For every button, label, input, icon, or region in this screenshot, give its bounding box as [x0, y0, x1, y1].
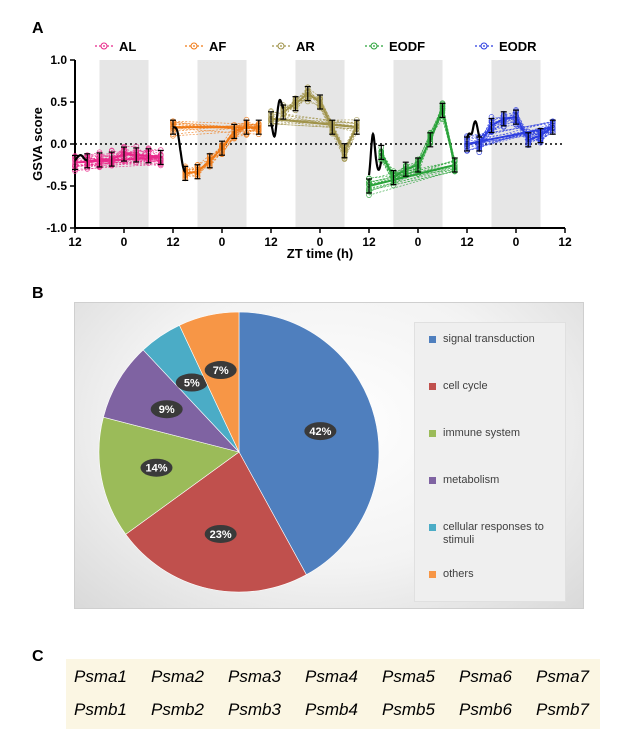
data-label: 5%	[184, 378, 200, 390]
gene-name: Psma3	[228, 667, 281, 686]
legend-label: EODF	[389, 39, 425, 54]
pie-legend: signal transduction cell cycle immune syst…	[414, 322, 566, 602]
legend-swatch	[429, 430, 436, 437]
panel-label-a: A	[32, 20, 44, 37]
data-label-badge	[150, 400, 183, 419]
x-tick-label: 0	[121, 235, 128, 249]
legend-label: cellular responses to stimuli	[443, 521, 544, 546]
series-al: AL	[72, 39, 164, 174]
mean-line	[466, 116, 554, 145]
x-tick-label: 12	[558, 235, 572, 249]
gene-name: Psma7	[536, 667, 589, 686]
replicate-line	[74, 150, 161, 162]
legend-label: signal transduction	[443, 333, 535, 345]
panel-label-c: C	[32, 648, 44, 665]
fitted-curve	[74, 153, 88, 162]
data-label: 23%	[210, 529, 232, 541]
series-eodr: EODR	[464, 39, 556, 155]
mean-line	[270, 92, 359, 153]
pie-svg: 42% 23% 14% 9% 5% 7%	[98, 311, 380, 593]
fitted-curve	[465, 119, 481, 139]
series-af: AF	[170, 39, 262, 182]
legend-marker	[190, 42, 198, 50]
gene-name: Psma1	[74, 667, 127, 686]
legend-label: AL	[119, 39, 136, 54]
x-tick-label: 0	[513, 235, 520, 249]
gene-name: Psmb4	[305, 700, 358, 719]
legend-swatch	[429, 336, 436, 343]
data-label: 42%	[309, 426, 331, 438]
gene-name: Psma6	[459, 667, 512, 686]
gene-name: Psma4	[305, 667, 358, 686]
panel-c-gene-list: Psma1 Psma2 Psma3 Psma4 Psma5 Psma6 Psma7 Psmb1…	[66, 659, 600, 729]
series-eodf: EODF	[365, 39, 458, 198]
y-tick-label: -1.0	[46, 221, 67, 235]
legend-label: others	[443, 568, 474, 580]
y-tick-label: 0.5	[50, 95, 67, 109]
legend-swatch	[429, 571, 436, 578]
mean-line	[74, 153, 161, 164]
fitted-curve	[367, 131, 383, 176]
pie-slice-immune-system	[98, 416, 240, 535]
mean-line	[368, 107, 456, 187]
legend-label: EODR	[499, 39, 537, 54]
legend-label: AF	[209, 39, 226, 54]
x-tick-label: 0	[415, 235, 422, 249]
x-tick-label: 12	[460, 235, 474, 249]
pie-slice-others	[179, 311, 240, 453]
gene-name: Psmb2	[151, 700, 204, 719]
legend-label: cell cycle	[443, 380, 488, 392]
x-tick-label: 0	[219, 235, 226, 249]
legend-swatch	[429, 524, 436, 531]
mean-line	[173, 126, 259, 175]
fitted-curve	[269, 98, 285, 138]
y-tick-label: -0.5	[46, 179, 67, 193]
legend-marker	[100, 42, 108, 50]
x-tick-label: 12	[264, 235, 278, 249]
y-axis-label: GSVA score	[30, 107, 45, 181]
gene-name: Psmb6	[459, 700, 512, 719]
legend-label: immune system	[443, 427, 521, 439]
gene-name: Psma5	[382, 667, 435, 686]
data-label-badge	[175, 373, 208, 392]
x-tick-label: 12	[166, 235, 180, 249]
data-label-badge	[140, 458, 173, 477]
x-tick-label: 12	[362, 235, 376, 249]
x-axis-label: ZT time (h)	[287, 246, 353, 261]
gene-name: Psmb5	[382, 700, 435, 719]
gene-name: Psmb3	[228, 700, 281, 719]
pie-slice-cell-cycle	[125, 451, 307, 593]
legend-marker	[277, 42, 285, 50]
gene-name: Psma2	[151, 667, 204, 686]
panel-label-b: B	[32, 285, 44, 302]
data-label-badge	[304, 422, 337, 441]
series-ar: AR	[268, 39, 360, 162]
gene-name: Psmb1	[74, 700, 127, 719]
legend-label: metabolism	[443, 474, 500, 486]
gene-name: Psmb7	[536, 700, 589, 719]
legend-marker	[480, 42, 488, 50]
data-label-badge	[204, 524, 237, 543]
data-label: 9%	[159, 404, 175, 416]
legend-marker	[370, 42, 378, 50]
pie-slice-signal-transduction	[238, 311, 380, 576]
legend-swatch	[429, 383, 436, 390]
data-label: 14%	[145, 463, 167, 475]
legend-swatch	[429, 477, 436, 484]
replicate-line	[172, 120, 259, 178]
data-label-badge	[204, 361, 237, 380]
x-tick-label: 12	[68, 235, 82, 249]
fitted-curve	[173, 126, 186, 173]
x-tick-label: 0	[317, 235, 324, 249]
y-tick-label: 1.0	[50, 53, 67, 67]
panel-b-pie-chart: 42% 23% 14% 9% 5% 7% signal transduction cell …	[74, 302, 584, 609]
legend-label: AR	[296, 39, 315, 54]
data-label: 7%	[213, 365, 229, 377]
y-tick-label: 0.0	[50, 137, 67, 151]
